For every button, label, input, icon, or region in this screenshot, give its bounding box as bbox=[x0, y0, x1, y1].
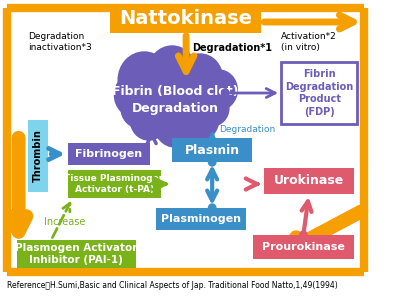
Circle shape bbox=[154, 103, 196, 147]
FancyBboxPatch shape bbox=[253, 235, 354, 259]
Circle shape bbox=[221, 89, 229, 97]
FancyBboxPatch shape bbox=[68, 143, 150, 165]
Circle shape bbox=[118, 52, 170, 108]
Circle shape bbox=[182, 100, 219, 140]
Text: Fibrin
Degradation
Product
(FDP): Fibrin Degradation Product (FDP) bbox=[285, 69, 353, 117]
Circle shape bbox=[300, 231, 307, 239]
Text: Urokinase: Urokinase bbox=[274, 175, 344, 187]
Text: Plasminogen: Plasminogen bbox=[161, 214, 241, 224]
Text: Thrombin: Thrombin bbox=[33, 130, 43, 182]
Text: Fibrinogen: Fibrinogen bbox=[75, 149, 142, 159]
Text: Degradation
inactivation*3: Degradation inactivation*3 bbox=[28, 32, 92, 52]
FancyBboxPatch shape bbox=[281, 62, 358, 124]
Circle shape bbox=[148, 46, 196, 98]
FancyBboxPatch shape bbox=[28, 120, 48, 192]
Circle shape bbox=[208, 158, 216, 166]
Text: Degradation*1: Degradation*1 bbox=[192, 43, 272, 53]
Circle shape bbox=[178, 54, 222, 102]
Text: Prourokinase: Prourokinase bbox=[262, 242, 345, 252]
Text: Increase: Increase bbox=[44, 217, 85, 227]
Text: Formation: Formation bbox=[135, 128, 181, 137]
FancyBboxPatch shape bbox=[156, 208, 246, 230]
FancyBboxPatch shape bbox=[68, 170, 161, 198]
Text: Tissue Plasminogen
Activator (t-PA): Tissue Plasminogen Activator (t-PA) bbox=[64, 174, 165, 194]
FancyBboxPatch shape bbox=[110, 5, 261, 33]
FancyBboxPatch shape bbox=[17, 240, 136, 268]
Circle shape bbox=[141, 59, 208, 131]
Circle shape bbox=[130, 100, 168, 140]
Text: Nattokinase: Nattokinase bbox=[119, 10, 252, 29]
Circle shape bbox=[208, 204, 216, 212]
Circle shape bbox=[196, 90, 229, 126]
Circle shape bbox=[115, 73, 155, 117]
Text: Activation*2
(in vitro): Activation*2 (in vitro) bbox=[281, 32, 337, 52]
Text: Plasmogen Activator
Inhibitor (PAI-1): Plasmogen Activator Inhibitor (PAI-1) bbox=[15, 243, 138, 265]
Circle shape bbox=[200, 70, 237, 110]
FancyBboxPatch shape bbox=[264, 168, 354, 194]
FancyBboxPatch shape bbox=[172, 138, 252, 162]
Text: Fibrin (Blood clot)
Degradation: Fibrin (Blood clot) Degradation bbox=[112, 85, 238, 115]
Circle shape bbox=[121, 88, 158, 128]
Text: Reference：H.Sumi,Basic and Clinical Aspects of Jap. Traditional Food Natto,1,49(: Reference：H.Sumi,Basic and Clinical Aspe… bbox=[8, 280, 338, 289]
Text: Plasmin: Plasmin bbox=[185, 144, 240, 156]
Text: Degradation: Degradation bbox=[219, 125, 275, 134]
